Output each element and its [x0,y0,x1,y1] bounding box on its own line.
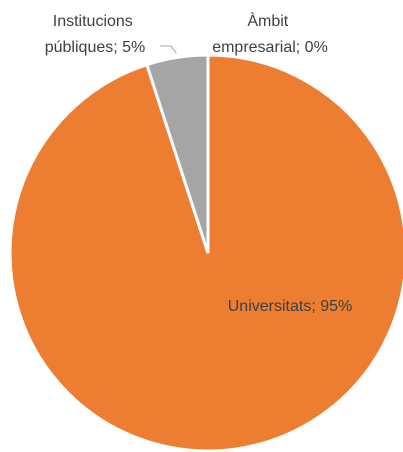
data-label-ambit-empresarial: Àmbit empresarial; 0% [212,11,328,56]
slice-institucions-publiques [144,53,210,254]
leader-lines [160,45,177,54]
leader-line-institucions-publiques [160,45,177,54]
pie-slices [8,53,403,452]
data-label-universitats: Universitats; 95% [228,298,353,315]
data-label-institucions-publiques: Institucions públiques; 5% [45,13,146,56]
